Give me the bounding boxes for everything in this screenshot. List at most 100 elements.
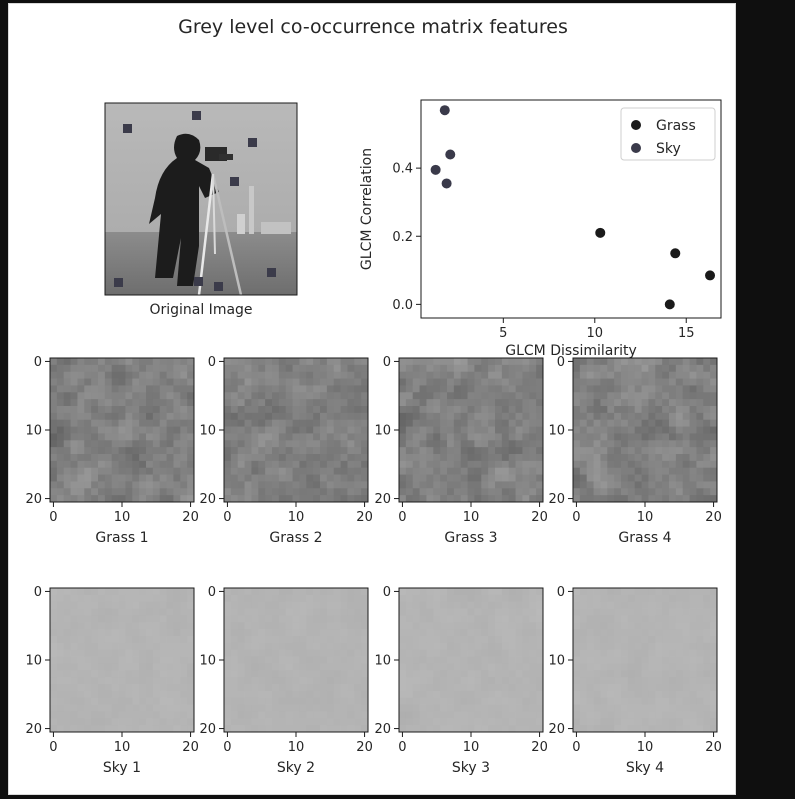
patch-pixel (675, 467, 684, 475)
patch-pixel (467, 392, 475, 400)
patch-pixel (306, 697, 314, 705)
patch-pixel (529, 711, 537, 719)
patch-pixel (495, 467, 503, 475)
patch-pixel (426, 454, 434, 462)
patch-pixel (675, 670, 684, 678)
patch-pixel (440, 670, 448, 678)
patch-pixel (306, 622, 314, 630)
patch-pixel (412, 594, 420, 603)
patch-pixel (703, 447, 711, 455)
patch-pixel (453, 642, 462, 651)
patch-pixel (515, 412, 523, 421)
patch-pixel (634, 594, 642, 603)
patch-pixel (600, 474, 608, 482)
patch-pixel (593, 663, 601, 671)
patch-pixel (159, 447, 167, 455)
patch-pixel (621, 419, 629, 427)
patch-pixel (258, 677, 266, 685)
patch-label: Sky 4 (626, 760, 664, 776)
patch-pixel (84, 364, 92, 373)
patch-pixel (495, 488, 503, 496)
patch-pixel (313, 433, 321, 441)
patch-pixel (586, 481, 594, 489)
patch-pixel (272, 642, 280, 651)
patch-pixel (187, 447, 195, 455)
patch-pixel (627, 495, 636, 503)
patch-pixel (481, 406, 489, 414)
patch-pixel (641, 718, 649, 726)
patch-pixel (593, 495, 601, 503)
patch-pixel (522, 488, 530, 496)
patch-pixel (180, 371, 188, 379)
patch-pixel (405, 601, 414, 609)
patch-pixel (675, 399, 684, 407)
patch-pixel (237, 588, 245, 596)
patch-pixel (405, 649, 414, 657)
patch-pixel (460, 474, 468, 482)
patch-pixel (573, 385, 581, 393)
patch-pixel (495, 399, 503, 407)
patch-pixel (187, 454, 195, 462)
patch-pixel (529, 684, 537, 692)
patch-pixel (251, 426, 259, 434)
patch-pixel (265, 588, 273, 596)
patch-pixel (187, 697, 195, 705)
patch-pixel (579, 663, 588, 671)
patch-pixel (460, 690, 468, 699)
patch-pixel (579, 649, 588, 657)
patch-pixel (347, 725, 355, 733)
patch-pixel (244, 385, 252, 393)
patch-pixel (529, 629, 537, 637)
patch-pixel (152, 663, 161, 671)
patch-pixel (607, 594, 615, 603)
patch-pixel (447, 588, 455, 596)
patch-pixel (152, 718, 161, 726)
patch-pixel (313, 488, 321, 496)
patch-pixel (187, 711, 195, 719)
patch-pixel (529, 656, 537, 664)
patch-pixel (132, 454, 140, 462)
patch-x-tick-label: 10 (637, 510, 654, 525)
patch-pixel (467, 725, 475, 733)
patch-pixel (313, 622, 321, 630)
patch-pixel (648, 718, 656, 726)
patch-pixel (488, 608, 496, 616)
patch-pixel (258, 364, 266, 373)
patch-pixel (272, 670, 280, 678)
patch-pixel (689, 684, 697, 692)
patch-pixel (70, 629, 78, 637)
patch-pixel (614, 467, 622, 475)
patch-pixel (173, 684, 181, 692)
patch-pixel (474, 684, 482, 692)
patch-pixel (703, 642, 711, 651)
patch-pixel (50, 615, 58, 623)
patch-pixel (63, 588, 71, 596)
patch-pixel (361, 406, 369, 414)
patch-pixel (84, 601, 92, 609)
patch-pixel (285, 697, 293, 705)
patch-pixel (187, 601, 195, 609)
patch-pixel (675, 385, 684, 393)
patch-pixel (474, 649, 482, 657)
patch-pixel (579, 467, 588, 475)
patch-pixel (703, 704, 711, 712)
patch-pixel (237, 622, 245, 630)
patch-pixel (272, 426, 280, 434)
patch-pixel (313, 358, 321, 366)
patch-pixel (460, 433, 468, 441)
patch-x-tick-label: 0 (223, 740, 231, 755)
patch-pixel (648, 704, 656, 712)
patch-pixel (529, 364, 537, 373)
patch-pixel (313, 467, 321, 475)
patch-pixel (600, 392, 608, 400)
patch-pixel (614, 378, 622, 386)
patch-pixel (453, 488, 462, 496)
patch-pixel (453, 711, 462, 719)
patch-pixel (621, 433, 629, 441)
patch-pixel (104, 615, 113, 623)
patch-pixel (146, 419, 154, 427)
patch-pixel (340, 670, 348, 678)
patch-pixel (433, 481, 441, 489)
patch-x-tick-label: 10 (288, 510, 305, 525)
patch-pixel (347, 467, 355, 475)
